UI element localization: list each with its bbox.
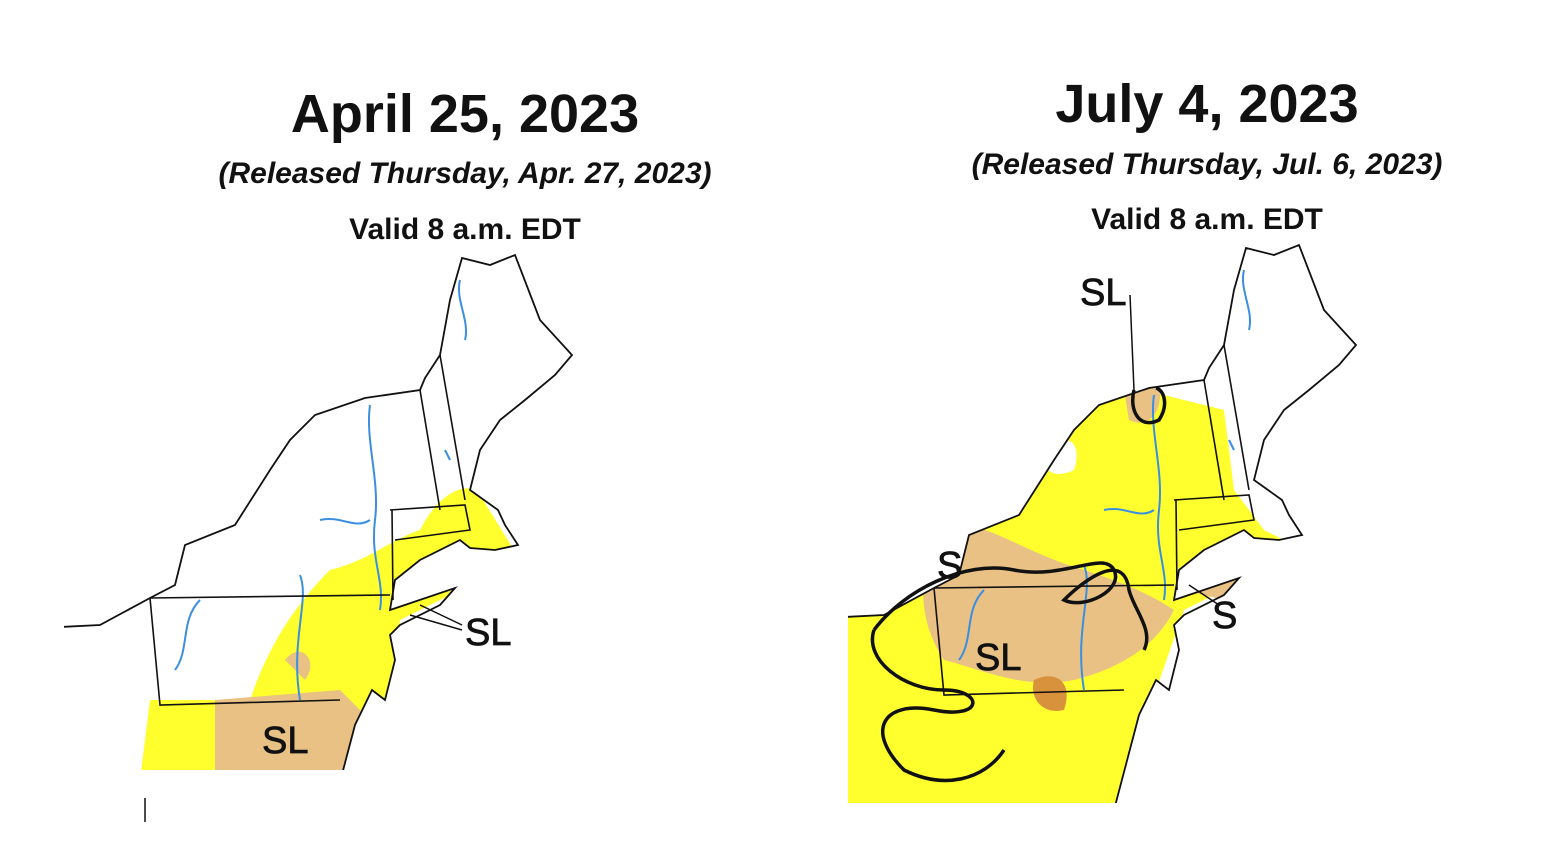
title: July 4, 2023 — [1055, 74, 1358, 134]
map-label: SL — [1080, 272, 1126, 314]
released: (Released Thursday, Jul. 6, 2023) — [972, 148, 1443, 181]
panel-left: April 25, 2023 (Released Thursday, Apr. … — [64, 84, 712, 770]
map-label: SL — [975, 637, 1021, 679]
map-label: S — [1212, 595, 1237, 637]
map — [848, 244, 1357, 803]
panel-right: July 4, 2023 (Released Thursday, Jul. 6,… — [848, 74, 1443, 803]
map-label: SL — [465, 612, 511, 654]
map-label: S — [937, 545, 962, 587]
released: (Released Thursday, Apr. 27, 2023) — [219, 157, 712, 190]
map-label: SL — [262, 720, 308, 762]
title: April 25, 2023 — [291, 84, 639, 144]
valid: Valid 8 a.m. EDT — [1091, 203, 1323, 236]
valid: Valid 8 a.m. EDT — [349, 213, 581, 246]
